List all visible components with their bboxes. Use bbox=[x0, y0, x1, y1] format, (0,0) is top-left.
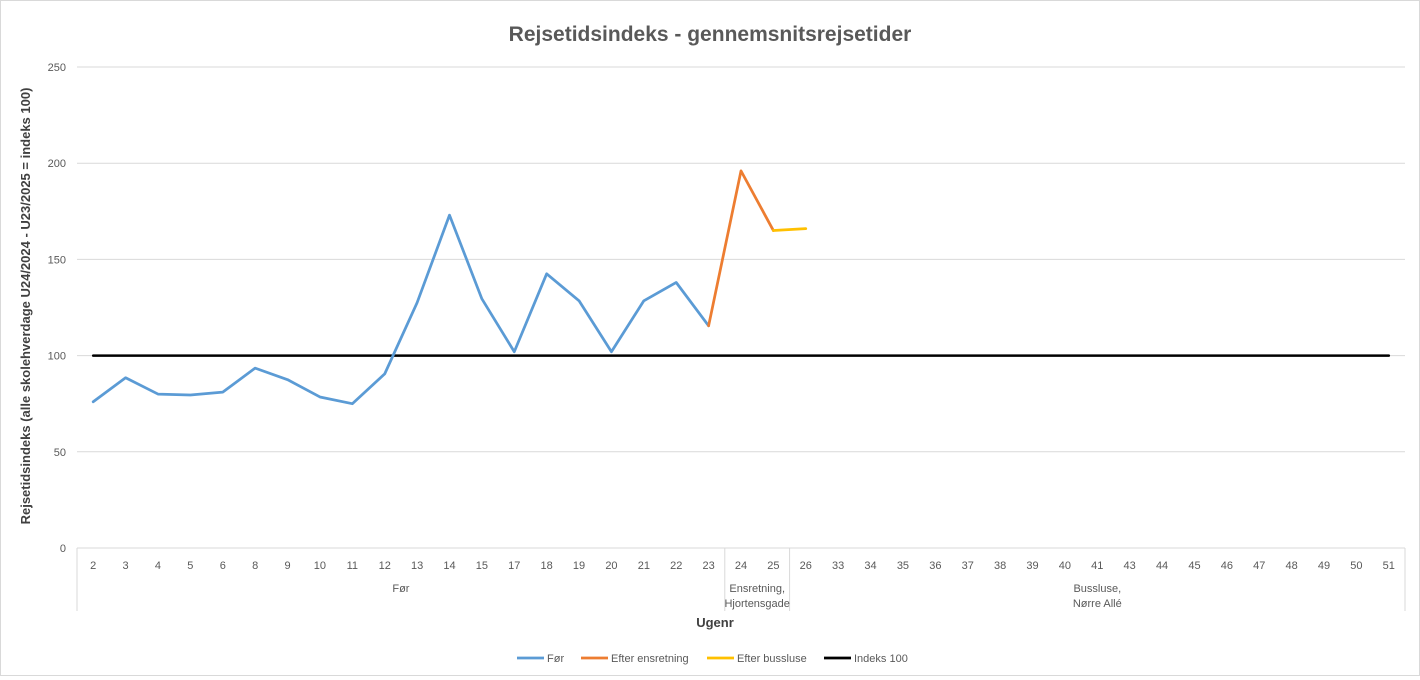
x-tick-label: 14 bbox=[443, 560, 455, 572]
x-tick-label: 18 bbox=[541, 560, 553, 572]
x-tick-label: 22 bbox=[670, 560, 682, 572]
x-group-label: Ensretning, Hjortensgade bbox=[724, 583, 789, 610]
x-tick-label: 20 bbox=[605, 560, 617, 572]
y-axis-title: Rejsetidsindeks (alle skolehverdage U24/… bbox=[18, 88, 33, 525]
x-tick-label: 13 bbox=[411, 560, 423, 572]
x-tick-label: 45 bbox=[1188, 560, 1200, 572]
x-tick-label: 47 bbox=[1253, 560, 1265, 572]
x-group-label: Bussluse, Nørre Allé bbox=[1073, 583, 1122, 610]
series-lines bbox=[91, 169, 1391, 406]
x-tick-label: 38 bbox=[994, 560, 1006, 572]
x-tick-label: 2 bbox=[90, 560, 96, 572]
x-tick-label: 50 bbox=[1350, 560, 1362, 572]
x-tick-label: 3 bbox=[123, 560, 129, 572]
y-tick-label: 0 bbox=[60, 543, 66, 555]
x-tick-label: 34 bbox=[864, 560, 876, 572]
x-tick-label: 41 bbox=[1091, 560, 1103, 572]
x-tick-label: 46 bbox=[1221, 560, 1233, 572]
x-tick-label: 9 bbox=[284, 560, 290, 572]
y-axis-ticks: 0 50 100 150 200 250 bbox=[48, 62, 66, 555]
chart-title: Rejsetidsindeks - gennemsnitsrejsetider bbox=[509, 23, 912, 46]
series-line-3 bbox=[772, 227, 808, 232]
x-tick-label: 43 bbox=[1124, 560, 1136, 572]
legend: Før Efter ensretning Efter bussluse Indeks … bbox=[517, 653, 908, 665]
y-tick-label: 50 bbox=[54, 447, 66, 459]
y-tick-label: 200 bbox=[48, 158, 66, 170]
x-tick-label: 33 bbox=[832, 560, 844, 572]
x-tick-label: 37 bbox=[962, 560, 974, 572]
x-tick-label: 44 bbox=[1156, 560, 1168, 572]
gridlines bbox=[77, 66, 1405, 453]
x-tick-label: 35 bbox=[897, 560, 909, 572]
legend-entry: Efter ensretning bbox=[611, 653, 689, 665]
x-tick-label: 24 bbox=[735, 560, 747, 572]
x-tick-label: 49 bbox=[1318, 560, 1330, 572]
legend-entry: Indeks 100 bbox=[854, 653, 908, 665]
x-tick-label: 36 bbox=[929, 560, 941, 572]
x-tick-label: 26 bbox=[800, 560, 812, 572]
x-axis-title: Ugenr bbox=[696, 615, 734, 630]
x-tick-label: 48 bbox=[1286, 560, 1298, 572]
y-tick-label: 100 bbox=[48, 351, 66, 363]
x-tick-label: 39 bbox=[1026, 560, 1038, 572]
y-tick-label: 150 bbox=[48, 254, 66, 266]
x-group-label: Før bbox=[392, 583, 409, 595]
legend-entry: Efter bussluse bbox=[737, 653, 807, 665]
legend-entry: Før bbox=[547, 653, 564, 665]
y-tick-label: 250 bbox=[48, 62, 66, 74]
x-axis: 2 3 4 5 6 8 9 10 11 12 13 14 15 17 18 19 20 21 22 23 24 25 26 3… bbox=[76, 547, 1406, 611]
x-tick-label: 6 bbox=[220, 560, 226, 572]
x-tick-label: 15 bbox=[476, 560, 488, 572]
x-tick-label: 12 bbox=[379, 560, 391, 572]
x-tick-label: 25 bbox=[767, 560, 779, 572]
series-line-1 bbox=[91, 213, 710, 406]
x-tick-label: 4 bbox=[155, 560, 161, 572]
x-tick-label: 11 bbox=[347, 560, 358, 572]
x-tick-label: 23 bbox=[702, 560, 714, 572]
x-tick-label: 51 bbox=[1383, 560, 1395, 572]
x-tick-label: 8 bbox=[252, 560, 258, 572]
x-tick-label: 40 bbox=[1059, 560, 1071, 572]
x-tick-label: 17 bbox=[508, 560, 520, 572]
x-tick-label: 5 bbox=[187, 560, 193, 572]
x-tick-label: 21 bbox=[638, 560, 650, 572]
x-tick-label: 10 bbox=[314, 560, 326, 572]
x-tick-label: 19 bbox=[573, 560, 585, 572]
series-line-2 bbox=[707, 169, 775, 328]
